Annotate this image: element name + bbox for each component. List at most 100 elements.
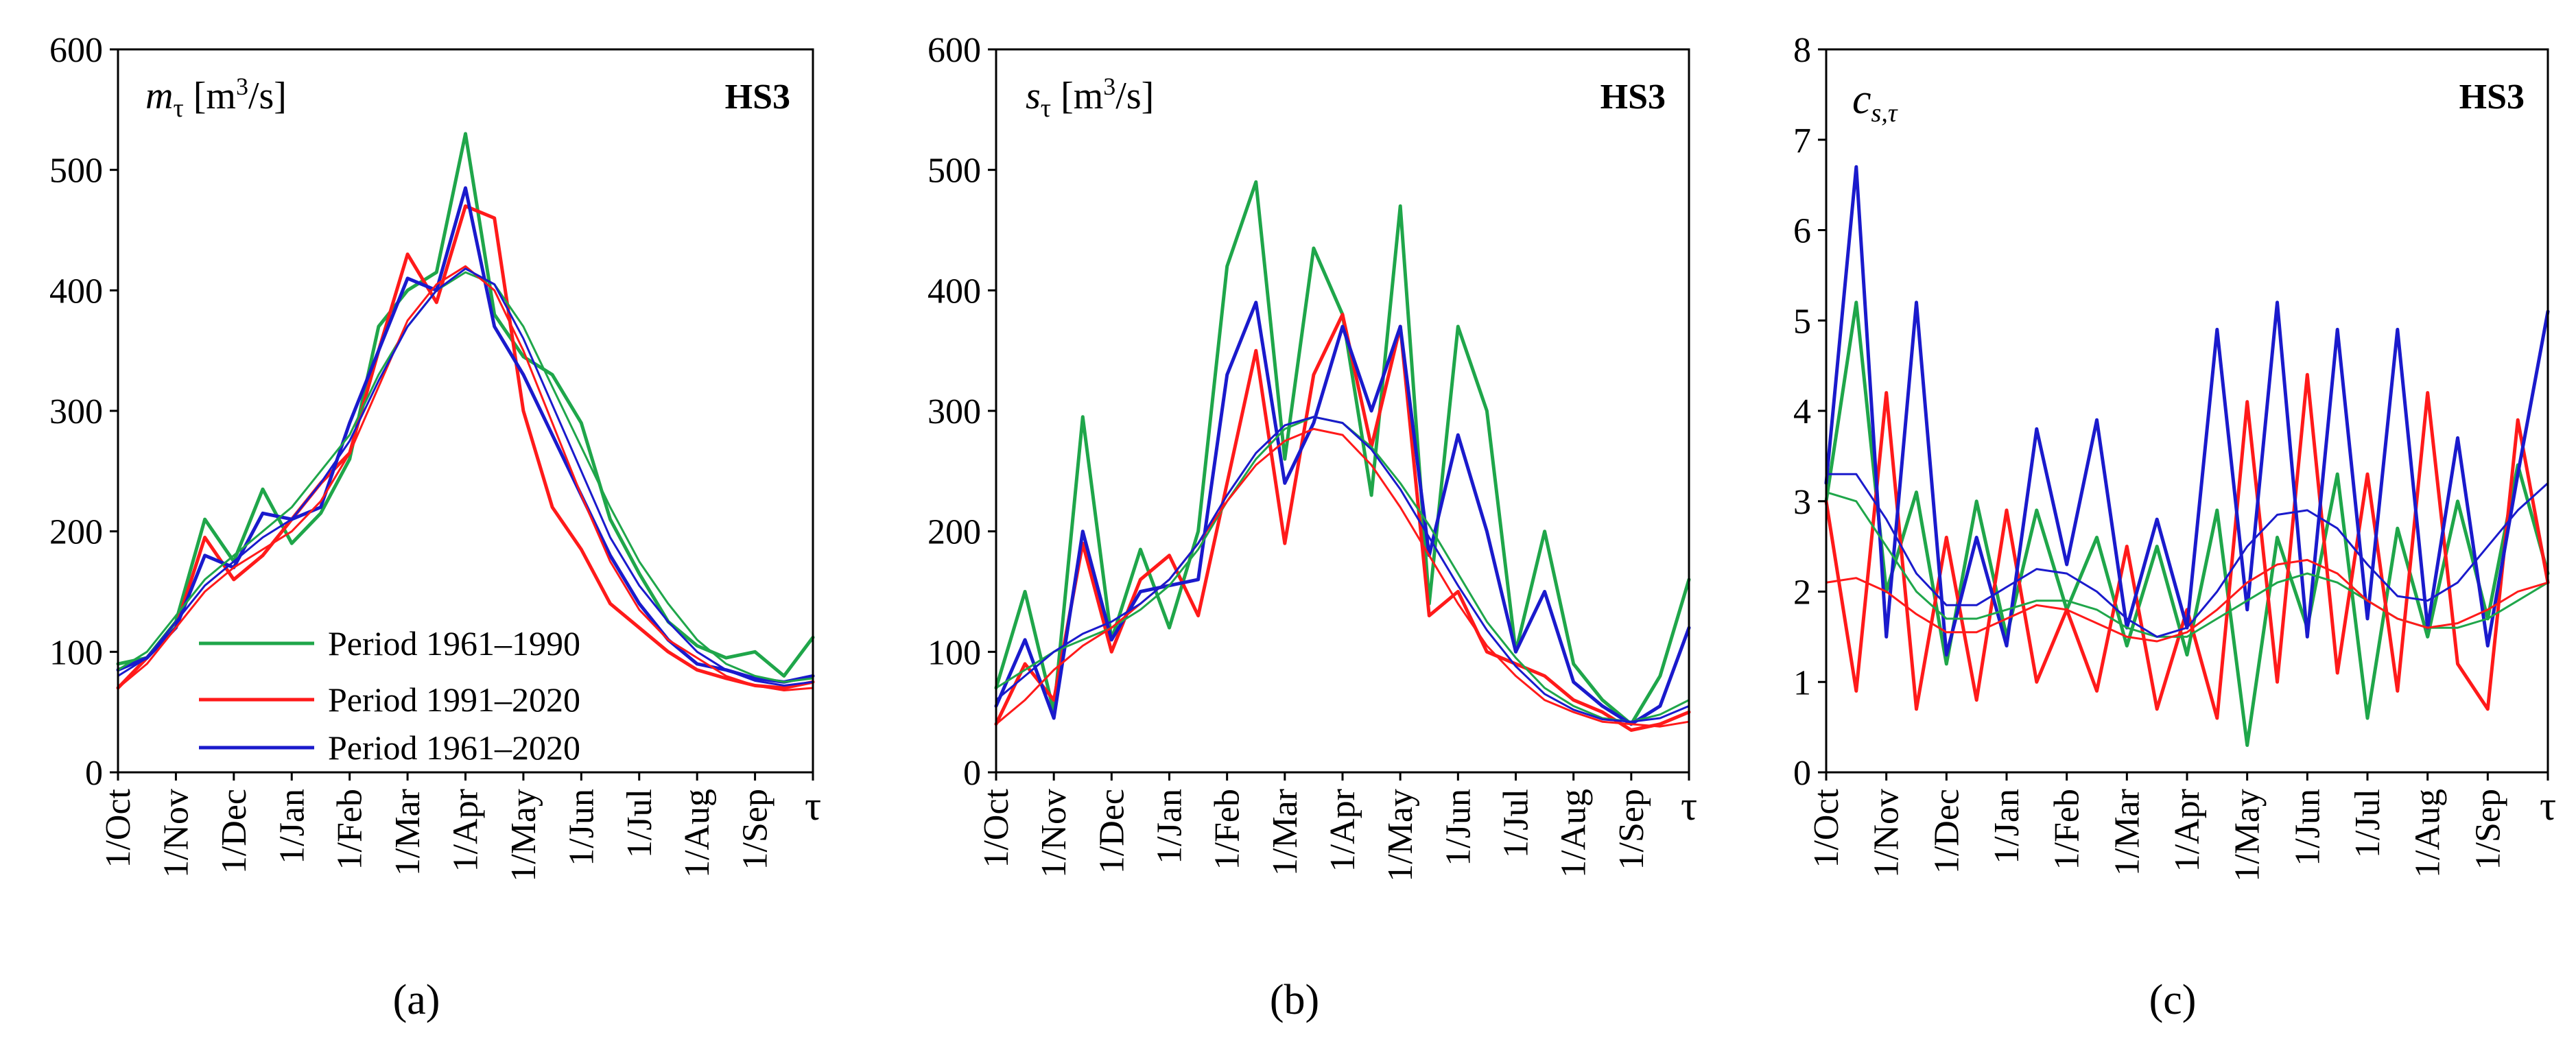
y-tick-label: 300 — [49, 392, 103, 431]
x-tick-label: 1/May — [2228, 789, 2267, 882]
x-tick-label: 1/Nov — [1035, 789, 1074, 878]
chart-panel-b: 0 100 200 300 400 500 600 1/Oct 1/Nov 1/Dec 1/Jan… — [927, 31, 1697, 882]
x-tick-label: 1/Sep — [2468, 789, 2507, 870]
y-tick-label: 8 — [1793, 31, 1811, 70]
x-tick-label: 1/Feb — [2048, 789, 2087, 870]
series-line-empirical-ff1a1a — [994, 313, 1691, 732]
x-tick-label: 1/Jun — [2288, 789, 2327, 866]
series-line-empirical-1fa64a — [1824, 300, 2550, 747]
y-tick-label: 500 — [49, 152, 103, 191]
y-tick-label: 600 — [927, 31, 981, 70]
series-line-fitted-ff1a1a — [995, 427, 1690, 728]
x-tick-label: 1/Mar — [1266, 789, 1305, 876]
y-axis-label-b: sτ [m3/s] — [1026, 73, 1154, 123]
x-tick-label: 1/Jan — [272, 789, 311, 864]
x-axis-b: 1/Oct 1/Nov 1/Dec 1/Jan 1/Feb 1/Mar 1/Apr 1/May… — [977, 772, 1690, 882]
legend-label-1991-2020: Period 1991–2020 — [328, 680, 580, 719]
series-line-empirical-ff1a1a — [1824, 372, 2550, 720]
station-label-b: HS3 — [1600, 78, 1666, 117]
x-tick-label: 1/May — [504, 789, 543, 882]
y-tick-label: 4 — [1793, 392, 1811, 431]
chart-panel-a: 0 100 200 300 400 500 600 1/Oct 1/Nov 1/Dec 1/Jan… — [49, 31, 821, 882]
plot-lines-b — [994, 180, 1691, 732]
x-tick-label: 1/Jan — [1987, 789, 2026, 864]
y-tick-label: 0 — [1793, 754, 1811, 793]
y-tick-label: 5 — [1793, 302, 1811, 341]
x-tick-label: 1/Apr — [447, 789, 486, 872]
y-axis-c: 0 1 2 3 4 5 6 7 8 — [1793, 31, 1826, 793]
station-label-a: HS3 — [725, 78, 790, 117]
x-tick-label: 1/Aug — [678, 789, 717, 878]
x-axis-label-b: τ — [1681, 783, 1697, 829]
series-line-fitted-1a1acc — [1825, 473, 2549, 638]
y-tick-label: 200 — [49, 513, 103, 552]
x-tick-label: 1/Nov — [1867, 789, 1906, 878]
y-tick-label: 100 — [927, 633, 981, 672]
x-tick-label: 1/Jun — [562, 789, 601, 866]
y-tick-label: 100 — [49, 633, 103, 672]
y-tick-label: 1 — [1793, 663, 1811, 702]
x-tick-label: 1/Sep — [736, 789, 775, 870]
x-tick-label: 1/Dec — [1092, 789, 1131, 874]
x-axis-a: 1/Oct 1/Nov 1/Dec 1/Jan 1/Feb 1/Mar 1/Apr 1/May… — [99, 772, 814, 882]
y-tick-label: 500 — [927, 152, 981, 191]
plot-lines-a — [116, 132, 815, 691]
x-axis-label-c: τ — [2540, 783, 2556, 829]
x-tick-label: 1/Jan — [1150, 789, 1190, 864]
legend-label-1961-2020: Period 1961–2020 — [328, 728, 580, 767]
y-tick-label: 400 — [49, 272, 103, 311]
x-axis-label-a: τ — [805, 783, 821, 829]
x-tick-label: 1/Jun — [1439, 789, 1478, 866]
series-line-fitted-ff1a1a — [117, 265, 814, 691]
plot-frame-c — [1825, 48, 2549, 774]
x-axis-c: 1/Oct 1/Nov 1/Dec 1/Jan 1/Feb 1/Mar 1/Apr 1/May… — [1807, 772, 2549, 882]
series-line-empirical-1a1acc — [994, 300, 1691, 726]
series-line-fitted-ff1a1a — [1825, 558, 2549, 643]
series-line-fitted-1fa64a — [117, 271, 814, 683]
y-tick-label: 2 — [1793, 573, 1811, 613]
x-tick-label: 1/Sep — [1612, 789, 1651, 870]
x-tick-label: 1/Dec — [215, 789, 254, 874]
x-tick-label: 1/Feb — [1208, 789, 1247, 870]
x-tick-label: 1/Aug — [1555, 789, 1594, 878]
caption-c: (c) — [2149, 977, 2197, 1023]
legend: Period 1961–1990 Period 1991–2020 Period… — [199, 624, 580, 767]
x-tick-label: 1/Mar — [388, 789, 427, 876]
caption-a: (a) — [393, 977, 440, 1023]
y-axis-label-a: mτ [m3/s] — [145, 73, 287, 123]
series-line-empirical-1fa64a — [994, 180, 1691, 726]
y-tick-label: 600 — [49, 31, 103, 70]
y-tick-label: 7 — [1793, 121, 1811, 161]
x-tick-label: 1/May — [1381, 789, 1420, 882]
caption-b: (b) — [1270, 977, 1319, 1023]
legend-label-1961-1990: Period 1961–1990 — [328, 624, 580, 663]
x-tick-label: 1/Jul — [1497, 789, 1536, 858]
x-tick-label: 1/Apr — [1323, 789, 1362, 872]
x-tick-label: 1/Feb — [331, 789, 370, 870]
plot-frame-b — [995, 48, 1690, 774]
y-axis-label-c: cs,τ — [1852, 76, 1898, 128]
series-line-fitted-1a1acc — [117, 268, 814, 687]
series-line-empirical-1fa64a — [116, 132, 815, 678]
x-tick-label: 1/Jul — [2348, 789, 2387, 858]
y-tick-label: 400 — [927, 272, 981, 311]
y-tick-label: 0 — [963, 754, 981, 793]
x-tick-label: 1/Dec — [1927, 789, 1966, 874]
x-tick-label: 1/Apr — [2168, 789, 2207, 872]
series-line-empirical-ff1a1a — [116, 204, 815, 690]
y-axis-b: 0 100 200 300 400 500 600 — [927, 31, 996, 793]
y-tick-label: 6 — [1793, 212, 1811, 251]
y-tick-label: 200 — [927, 513, 981, 552]
y-tick-label: 300 — [927, 392, 981, 431]
x-tick-label: 1/Aug — [2409, 789, 2448, 878]
x-tick-label: 1/Nov — [156, 789, 196, 878]
x-tick-label: 1/Jul — [620, 789, 659, 858]
chart-panel-c: 0 1 2 3 4 5 6 7 8 1/Oct 1/Nov 1/Dec 1/Jan 1/Feb 1/Mar… — [1793, 31, 2556, 882]
x-tick-label: 1/Oct — [99, 788, 138, 868]
y-tick-label: 0 — [85, 754, 103, 793]
x-tick-label: 1/Oct — [1807, 788, 1846, 868]
y-axis-a: 0 100 200 300 400 500 600 — [49, 31, 118, 793]
x-tick-label: 1/Mar — [2107, 789, 2147, 876]
station-label-c: HS3 — [2459, 78, 2525, 117]
